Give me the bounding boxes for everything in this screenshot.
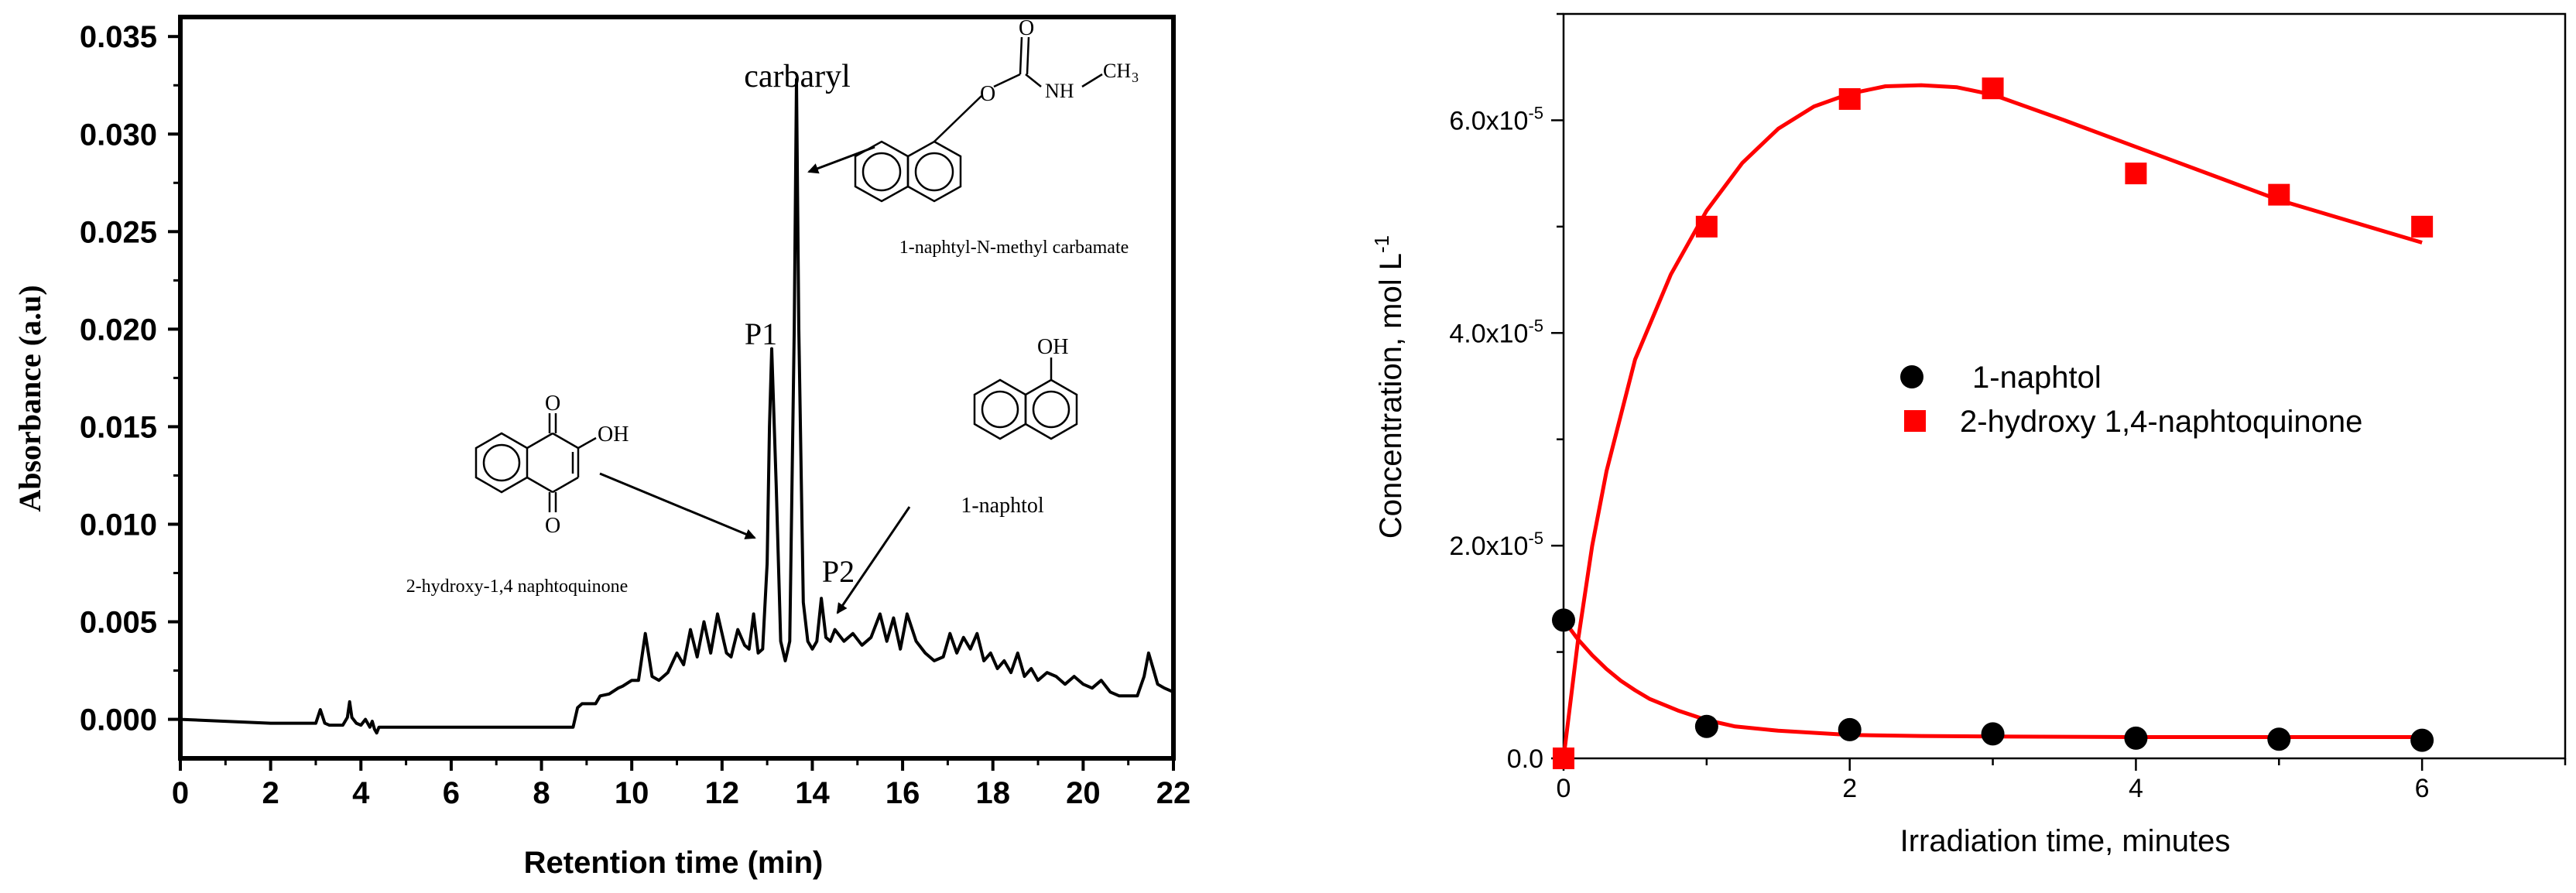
carbaryl-o1: O: [980, 82, 995, 106]
carbaryl-ch: CH: [1103, 60, 1131, 82]
y-tick-label: 0.035: [80, 20, 157, 54]
x-tick-label: 4: [352, 776, 370, 810]
y-axis-label: Absorbance (a.u): [12, 285, 47, 512]
x-axis-ticks: 0 2 4 6 8 10 12 14 16 18 20 22: [172, 758, 1190, 810]
x-tick-label: 2: [262, 776, 279, 810]
x-tick-label: 18: [975, 776, 1010, 810]
y-tick-label: 0.005: [80, 606, 157, 640]
y-tick-label: 0.025: [80, 215, 157, 249]
p1-label: P1: [745, 316, 777, 351]
p1-arrow: [599, 472, 756, 539]
carbaryl-3: 3: [1132, 70, 1139, 85]
naphtoquinone-name-label: 2-hydroxy-1,4 naphtoquinone: [406, 577, 629, 597]
naphtoquinone-o2: O: [545, 514, 560, 538]
x-tick-label: 4: [2129, 774, 2143, 803]
y-axis-ticks: 0.0 2.0x10-5 4.0x10-5 6.0x10-5: [1449, 12, 1564, 774]
y-axis-label-exp: -1: [1370, 235, 1393, 253]
y-tick-label: 0.030: [80, 118, 157, 152]
naphtoquinone-oh: OH: [598, 423, 629, 446]
chromatogram-series: [180, 77, 1174, 735]
y-axis-label-main: Concentration, mol L: [1374, 253, 1408, 539]
y-axis-label: Concentration, mol L-1: [1370, 235, 1408, 539]
naphtol-structure: [973, 358, 1078, 440]
point-1-naphtol: [1694, 714, 1718, 738]
point-1-naphtol: [1838, 717, 1862, 741]
y-tick-label: 6.0x10-5: [1449, 103, 1543, 135]
point-naphtoquinone: [1982, 77, 2004, 100]
y-tick-label: 0.015: [80, 410, 157, 444]
point-1-naphtol: [2124, 726, 2148, 750]
point-1-naphtol: [2267, 727, 2291, 751]
x-tick-label: 14: [795, 776, 830, 810]
x-tick-label: 2: [1842, 774, 1857, 803]
y-tick-label: 0.0: [1507, 744, 1543, 774]
plot-frame: [1562, 12, 2567, 760]
legend-marker-naphtoquinone: [1904, 410, 1926, 432]
point-naphtoquinone: [1553, 748, 1574, 769]
point-1-naphtol: [2410, 728, 2434, 752]
x-tick-label: 8: [533, 776, 550, 810]
y-axis-ticks: 0.000 0.005 0.010 0.015 0.020 0.025 0.030 0.035: [80, 20, 180, 737]
naphtoquinone-structure: [474, 413, 597, 512]
point-naphtoquinone: [2268, 183, 2290, 206]
naphtol-oh: OH: [1037, 335, 1068, 359]
x-tick-label: 6: [443, 776, 460, 810]
naphtol-name-label: 1-naphtol: [961, 494, 1044, 518]
chromatogram-line: [180, 77, 1174, 735]
y-tick-label: 4.0x10-5: [1449, 316, 1543, 348]
x-tick-label: 22: [1156, 776, 1191, 810]
p2-arrow: [836, 506, 911, 614]
naphtoquinone-o1: O: [545, 392, 560, 416]
legend-marker-1-naphtol: [1900, 365, 1923, 388]
x-axis-label: Irradiation time, minutes: [1900, 824, 2231, 858]
carbaryl-structure: [854, 36, 1103, 203]
plot-frame: [178, 15, 1176, 761]
y-tick-label: 0.020: [80, 313, 157, 347]
point-naphtoquinone: [1695, 215, 1718, 238]
legend: 1-naphtol 2-hydroxy 1,4-naphtoquinone: [1900, 361, 2362, 439]
x-tick-label: 0: [172, 776, 189, 810]
point-naphtoquinone: [2125, 163, 2147, 185]
point-naphtoquinone: [2411, 215, 2434, 238]
y-tick-label: 0.010: [80, 508, 157, 542]
y-tick-label: 2.0x10-5: [1449, 529, 1543, 561]
concentration-chart: 0 2 4 6 0.0 2.0x10-5 4.0x10-5 6.0x10-5 Irradia…: [1370, 12, 2567, 858]
point-naphtoquinone: [1838, 87, 1861, 110]
legend-label-1-naphtol: 1-naphtol: [1972, 361, 2102, 395]
fit-curve-0: [1561, 618, 2423, 739]
carbaryl-o2: O: [1019, 16, 1034, 40]
point-1-naphtol: [1552, 608, 1575, 632]
x-tick-label: 16: [886, 776, 920, 810]
x-tick-label: 0: [1557, 774, 1571, 803]
carbamate-name-label: 1-naphtyl-N-methyl carbamate: [899, 238, 1129, 258]
chromatogram-chart: 0 2 4 6 8 10 12 14 16 18 20 22 0.000 0.005 0.010 0.015…: [12, 15, 1190, 880]
x-tick-label: 12: [705, 776, 740, 810]
legend-label-naphtoquinone: 2-hydroxy 1,4-naphtoquinone: [1960, 405, 2362, 439]
point-1-naphtol: [1981, 722, 2005, 746]
x-tick-label: 6: [2415, 774, 2430, 803]
x-axis-label: Retention time (min): [524, 846, 824, 880]
data-points: [1552, 77, 2434, 769]
p2-label: P2: [822, 554, 855, 589]
x-tick-label: 10: [615, 776, 649, 810]
x-axis-ticks: 0 2 4 6: [1557, 758, 2567, 803]
y-tick-label: 0.000: [80, 703, 157, 737]
x-tick-label: 20: [1066, 776, 1101, 810]
carbaryl-nh: NH: [1045, 80, 1074, 102]
carbaryl-label: carbaryl: [744, 59, 851, 94]
